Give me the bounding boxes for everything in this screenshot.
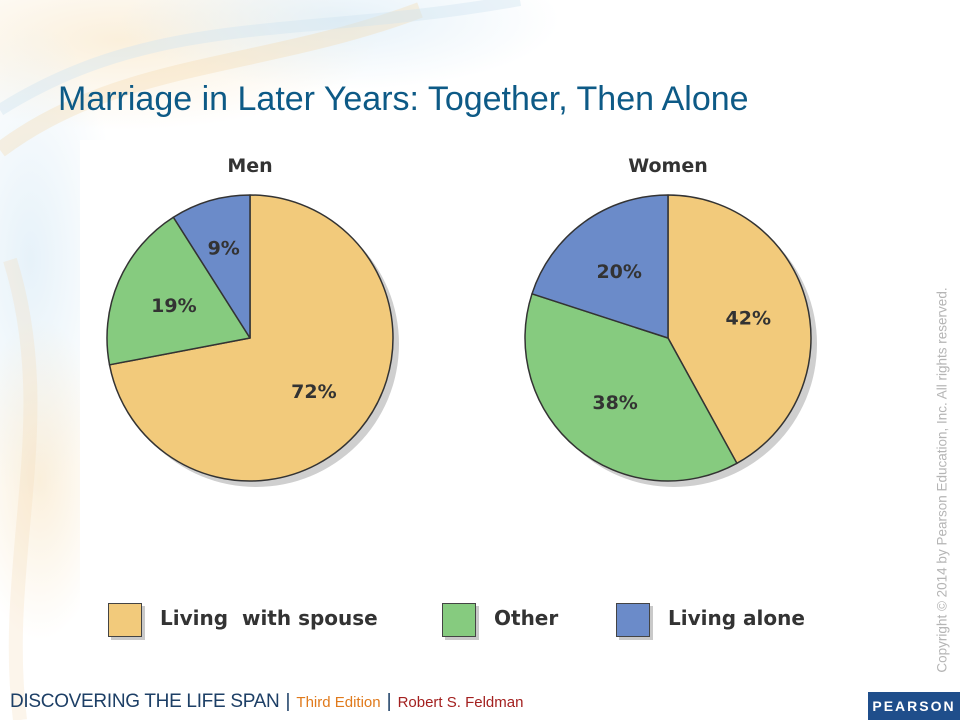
pie-slice-women-other [524, 293, 738, 482]
pie-label-women-living-with-spouse: 42% [726, 307, 771, 329]
legend-label-living-with-spouse: Living with spouse [160, 606, 378, 630]
footer-book-title: DISCOVERING THE LIFE SPAN [10, 691, 280, 712]
pie-title-men: Men [227, 155, 272, 177]
legend-swatch-living-with-spouse [108, 603, 142, 637]
pie-slice-men-living-with-spouse [108, 194, 394, 482]
pie-slice-men-other [106, 216, 251, 366]
copyright-notice: Copyright © 2014 by Pearson Education, I… [932, 280, 952, 680]
legend: Living with spouse Other Living alone [80, 595, 900, 645]
pie-charts: Men 72% 19% 9% Women 42% 38% 20% [106, 155, 817, 487]
pie-slice-men-living-alone [172, 194, 251, 339]
pie-women: Women 42% 38% 20% [524, 155, 817, 487]
legend-label-living-alone: Living alone [668, 606, 805, 630]
chart-panel: Men 72% 19% 9% Women 42% 38% 20% Living with sp… [80, 140, 900, 650]
footer-separator: | [386, 691, 392, 712]
legend-swatch-other [442, 603, 476, 637]
legend-label-other: Other [494, 606, 559, 630]
pie-men: Men 72% 19% 9% [106, 155, 399, 487]
footer-separator: | [285, 691, 291, 712]
pie-title-women: Women [628, 155, 708, 177]
footer-author: Robert S. Feldman [397, 694, 524, 711]
slide-title: Marriage in Later Years: Together, Then … [58, 80, 749, 118]
footer-edition: Third Edition [296, 694, 381, 711]
pearson-logo: PEARSON [868, 692, 960, 720]
pie-label-men-living-with-spouse: 72% [291, 381, 336, 403]
pie-slice-women-living-with-spouse [667, 194, 812, 465]
pie-label-women-other: 38% [592, 392, 637, 414]
pie-slice-women-living-alone [531, 194, 669, 339]
pie-label-men-living-alone: 9% [208, 237, 240, 259]
footer-book-info: DISCOVERING THE LIFE SPAN | Third Edition |… [10, 691, 523, 713]
legend-swatch-living-alone [616, 603, 650, 637]
footer: DISCOVERING THE LIFE SPAN | Third Edition |… [0, 686, 960, 720]
pie-label-men-other: 19% [151, 295, 196, 317]
copyright-text: Copyright © 2014 by Pearson Education, I… [934, 287, 950, 673]
pie-label-women-living-alone: 20% [596, 261, 641, 283]
